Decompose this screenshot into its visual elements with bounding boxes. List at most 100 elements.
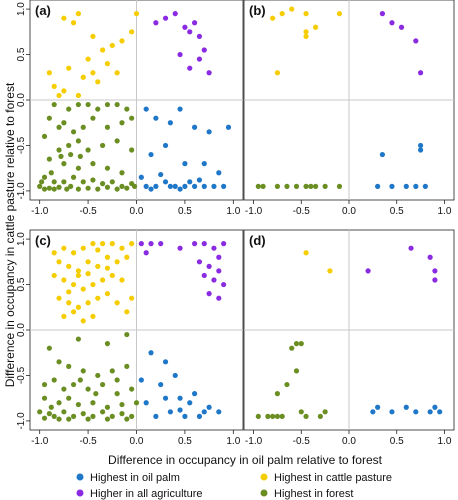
data-point xyxy=(85,56,91,62)
x-tick-label: 1.0 xyxy=(438,436,452,447)
data-point xyxy=(336,11,343,17)
data-point xyxy=(124,309,130,315)
data-point xyxy=(114,300,120,306)
data-point xyxy=(119,170,125,176)
data-point xyxy=(70,281,77,288)
data-point xyxy=(41,395,48,401)
data-point xyxy=(66,363,72,369)
data-point xyxy=(398,24,405,30)
data-point xyxy=(143,183,149,189)
data-point xyxy=(75,101,82,108)
data-point xyxy=(109,368,115,374)
data-point xyxy=(61,245,67,251)
data-point xyxy=(201,409,207,415)
data-point xyxy=(109,241,115,247)
data-point xyxy=(124,416,130,422)
data-point xyxy=(61,15,67,21)
data-point xyxy=(85,259,91,265)
y-tick-label: 0.0 xyxy=(16,323,27,337)
data-point xyxy=(61,386,67,392)
data-point xyxy=(51,272,57,279)
data-point xyxy=(61,88,67,94)
legend-item: Highest in oil palm xyxy=(76,472,180,484)
data-point xyxy=(375,404,381,410)
data-point xyxy=(46,156,52,162)
data-point xyxy=(68,183,74,189)
data-point xyxy=(143,250,149,256)
data-point xyxy=(109,179,115,185)
data-point xyxy=(172,372,178,379)
x-tick-label: -1.0 xyxy=(31,206,49,217)
data-point xyxy=(85,101,91,108)
data-point xyxy=(85,185,91,191)
data-point xyxy=(104,101,111,108)
y-tick-label: -1.0 xyxy=(16,412,27,430)
data-point xyxy=(389,409,395,415)
x-tick-label: -1.0 xyxy=(245,436,263,447)
data-point xyxy=(293,341,300,347)
data-point xyxy=(255,413,261,419)
data-point xyxy=(177,395,183,401)
data-point xyxy=(70,174,77,180)
data-point xyxy=(124,363,130,369)
data-point xyxy=(303,33,309,39)
legend-swatch xyxy=(76,489,84,497)
data-point xyxy=(114,70,120,76)
data-point xyxy=(90,313,96,319)
data-point xyxy=(119,38,125,44)
data-point xyxy=(56,416,62,422)
data-point xyxy=(196,33,203,39)
data-point xyxy=(56,92,62,99)
x-tick-label: -0.5 xyxy=(293,206,311,217)
data-point xyxy=(182,413,188,419)
data-point xyxy=(138,241,144,247)
data-point xyxy=(162,15,169,21)
data-point xyxy=(100,241,106,247)
data-point xyxy=(119,183,125,189)
data-point xyxy=(172,183,178,189)
data-point xyxy=(75,401,82,408)
data-point xyxy=(201,272,207,279)
data-point xyxy=(95,295,101,301)
data-point xyxy=(177,186,183,192)
data-point xyxy=(162,395,169,401)
legend-item: Highest in cattle pasture xyxy=(260,472,392,484)
data-point xyxy=(100,277,106,283)
data-point xyxy=(403,404,409,410)
data-point xyxy=(80,74,86,80)
data-point xyxy=(104,124,111,130)
data-point xyxy=(75,186,82,192)
data-point xyxy=(162,142,169,149)
data-point xyxy=(265,413,271,419)
data-point xyxy=(104,341,111,347)
data-point xyxy=(191,241,198,247)
data-point xyxy=(148,350,154,356)
data-point xyxy=(64,186,70,192)
data-point xyxy=(80,318,86,324)
data-point xyxy=(365,268,371,274)
data-point xyxy=(417,70,424,76)
data-point xyxy=(51,186,57,192)
data-point xyxy=(129,295,135,301)
data-point xyxy=(119,245,125,251)
data-point xyxy=(90,33,96,39)
data-point xyxy=(221,183,227,189)
data-point xyxy=(100,47,106,53)
data-point xyxy=(51,83,57,89)
y-tick-label: 0.5 xyxy=(16,47,27,61)
data-point xyxy=(196,56,203,62)
data-point xyxy=(100,381,106,388)
data-point xyxy=(379,151,386,158)
data-point xyxy=(70,20,77,26)
data-point xyxy=(129,147,135,153)
data-point xyxy=(370,409,376,415)
data-point xyxy=(41,415,48,421)
data-point xyxy=(312,24,319,30)
data-point xyxy=(77,153,83,159)
data-point xyxy=(80,179,86,185)
y-tick-label: -0.5 xyxy=(16,366,27,384)
data-point xyxy=(95,106,101,112)
data-point xyxy=(201,47,207,53)
data-point xyxy=(225,124,232,130)
data-point xyxy=(104,265,111,271)
